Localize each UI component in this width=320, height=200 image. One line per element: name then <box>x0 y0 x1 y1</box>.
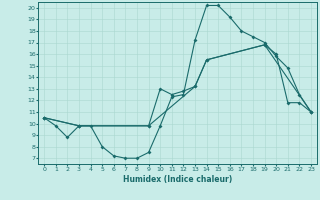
X-axis label: Humidex (Indice chaleur): Humidex (Indice chaleur) <box>123 175 232 184</box>
